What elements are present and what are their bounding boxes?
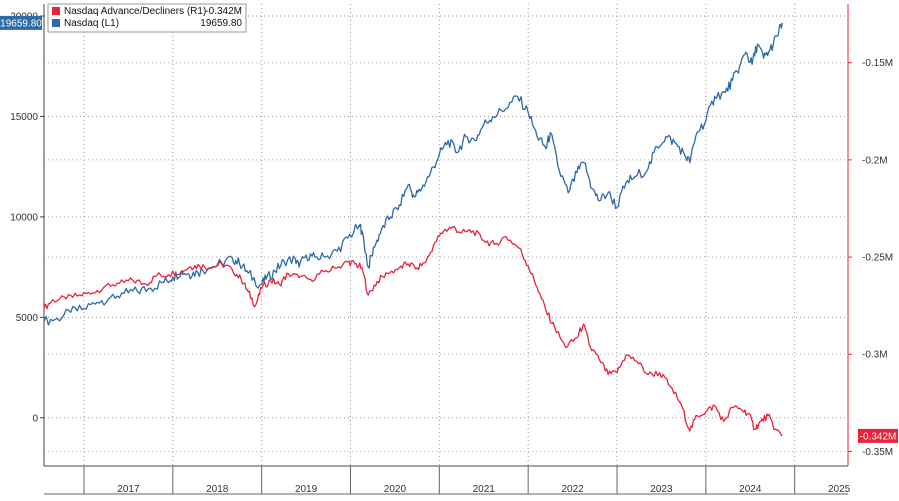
left-tick-label: 0 — [32, 413, 38, 424]
right-tick-label: -0.2M — [862, 155, 888, 166]
legend-series-name: Nasdaq Advance/Decliners (R1) — [64, 6, 206, 17]
legend-series-value: 19659.80 — [200, 18, 242, 29]
axis-layer: 2017 2018 2019 2020 2021 2022 2023 2024 2025 0 500… — [10, 4, 893, 495]
right-last-value-badge — [858, 428, 898, 443]
x-tick-label: 2019 — [295, 484, 318, 495]
legend-swatch-ad — [52, 7, 60, 15]
grid-layer — [44, 4, 848, 466]
legend-series-value: -0.342M — [205, 6, 242, 17]
left-last-value-badge — [0, 15, 42, 30]
legend: Nasdaq Advance/Decliners (R1) -0.342M Nasd… — [47, 3, 247, 33]
legend-swatch-nasdaq — [52, 19, 60, 27]
x-tick-label: 2020 — [384, 484, 407, 495]
x-tick-label: 2025 — [828, 484, 851, 495]
x-tick-label: 2023 — [650, 484, 673, 495]
right-tick-label: -0.35M — [862, 447, 893, 458]
right-tick-label: -0.3M — [862, 350, 888, 361]
legend-box — [47, 3, 247, 33]
right-last-value-text: -0.342M — [860, 431, 897, 442]
left-tick-label: 15000 — [10, 112, 38, 123]
x-tick-label: 2021 — [473, 484, 496, 495]
legend-series-name: Nasdaq (L1) — [64, 18, 119, 29]
x-tick-label: 2018 — [206, 484, 229, 495]
left-tick-label: 10000 — [10, 212, 38, 223]
x-tick-label: 2024 — [739, 484, 762, 495]
badge-layer: 19659.80 -0.342M — [0, 15, 898, 443]
x-tick-label: 2017 — [117, 484, 140, 495]
right-tick-label: -0.15M — [862, 58, 893, 69]
right-tick-label: -0.25M — [862, 253, 893, 264]
x-tick-label: 2022 — [561, 484, 584, 495]
left-tick-label: 5000 — [16, 313, 39, 324]
series-layer — [43, 22, 783, 437]
nasdaq-line — [43, 22, 783, 326]
advance-decliners-line — [43, 225, 783, 437]
left-last-value-text: 19659.80 — [0, 18, 42, 29]
